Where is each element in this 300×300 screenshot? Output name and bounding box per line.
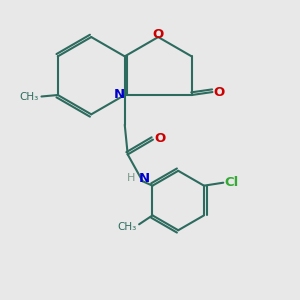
Text: Cl: Cl — [224, 176, 239, 189]
Text: N: N — [114, 88, 125, 101]
Text: O: O — [213, 85, 225, 98]
Text: CH₃: CH₃ — [117, 222, 136, 232]
Text: O: O — [153, 28, 164, 41]
Text: O: O — [154, 132, 165, 145]
Text: CH₃: CH₃ — [20, 92, 39, 101]
Text: H: H — [127, 173, 136, 183]
Text: N: N — [139, 172, 150, 185]
